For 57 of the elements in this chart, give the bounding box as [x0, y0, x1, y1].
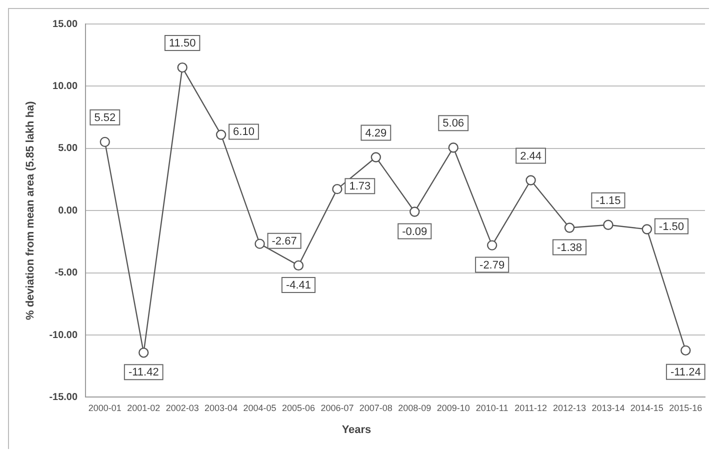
- point: [410, 206, 420, 217]
- point: [526, 175, 536, 186]
- data-label: -11.24: [670, 366, 701, 378]
- x-tick-label: 2015-16: [669, 403, 702, 414]
- point: [486, 240, 498, 250]
- data-label: -11.42: [128, 366, 159, 379]
- y-tick-label: 10.00: [52, 80, 78, 92]
- y-tick-label: -5.00: [54, 268, 78, 279]
- data-label: 11.50: [168, 38, 196, 50]
- point: [642, 224, 652, 234]
- point: [254, 238, 265, 249]
- point: [332, 184, 342, 194]
- x-tick-label: 2012-13: [552, 403, 586, 414]
- data-label: -0.09: [402, 226, 428, 238]
- data-label: -1.15: [596, 194, 621, 207]
- data-label: 5.52: [94, 112, 116, 124]
- data-label: -4.41: [286, 279, 312, 292]
- point: [177, 62, 188, 73]
- point: [680, 345, 691, 356]
- point: [216, 130, 226, 140]
- y-tick-label: 5.00: [58, 143, 78, 154]
- point: [293, 260, 304, 271]
- point: [370, 152, 382, 162]
- x-tick-label: 2014-15: [630, 403, 664, 414]
- data-label: -2.67: [272, 235, 297, 248]
- x-axis-title: Years: [340, 424, 372, 436]
- point: [138, 348, 149, 358]
- x-tick-label: 2009-10: [436, 403, 470, 414]
- data-label: -1.38: [556, 242, 582, 254]
- x-tick-label: 2002-03: [166, 403, 199, 414]
- x-tick-label: 2010-11: [476, 403, 508, 414]
- x-tick-label: 2008-09: [398, 403, 432, 414]
- x-tick-label: 2003-04: [204, 403, 238, 414]
- x-tick-label: 2004-05: [243, 403, 276, 414]
- data-label: 1.73: [349, 180, 371, 193]
- x-tick-label: 2005-06: [282, 403, 316, 414]
- data-label: 4.29: [365, 127, 387, 140]
- x-tick-label: 2011-12: [514, 403, 547, 414]
- data-label: 5.06: [442, 118, 464, 130]
- data-label: 2.44: [520, 150, 542, 162]
- y-tick-label: -10.00: [49, 330, 78, 341]
- point: [564, 222, 575, 233]
- x-tick-label: 2007-08: [359, 403, 392, 414]
- x-tick-label: 2013-14: [592, 403, 625, 414]
- point: [448, 142, 458, 153]
- point: [100, 136, 110, 148]
- x-tick-label: 2000-01: [88, 403, 122, 414]
- y-tick-label: 15.00: [52, 18, 78, 30]
- data-label: -2.79: [480, 259, 505, 272]
- y-tick-label: 0.00: [58, 205, 78, 216]
- point: [603, 220, 614, 230]
- data-label: 6.10: [233, 126, 254, 138]
- y-axis-title: % deviation from mean area (5.85 lakh ha): [24, 100, 37, 320]
- y-tick-label: -15.00: [49, 392, 78, 403]
- x-tick-label: 2001-02: [127, 403, 160, 414]
- x-tick-label: 2006-07: [320, 403, 354, 414]
- data-label: -1.50: [658, 220, 684, 233]
